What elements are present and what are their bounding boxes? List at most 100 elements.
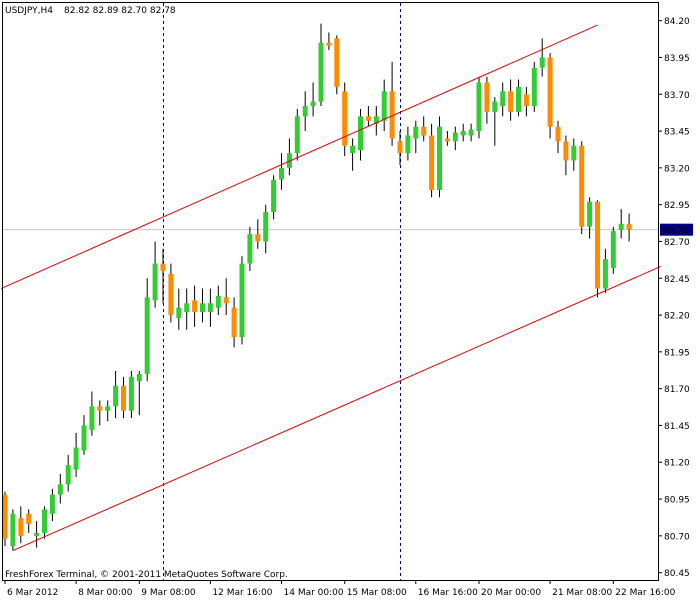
channel-line-upper[interactable]	[0, 24, 598, 290]
candle-61	[484, 76, 490, 124]
current-price-label: 82.78	[663, 226, 689, 236]
price-tick-label: 83.95	[664, 54, 690, 64]
time-tick-label: 16 Mar 16:00	[418, 588, 478, 598]
time-tick-label: 22 Mar 16:00	[615, 588, 675, 598]
candle-body	[318, 42, 324, 102]
candle-21	[168, 263, 174, 323]
candle-body	[49, 494, 55, 514]
candle-body	[516, 86, 521, 112]
candle-body	[618, 223, 624, 230]
candle-28	[223, 278, 229, 316]
candle-64	[508, 79, 514, 121]
candle-body	[476, 82, 482, 132]
price-tick-label: 80.45	[664, 569, 690, 579]
price-tick-label: 81.45	[664, 422, 690, 432]
candle-body	[484, 82, 490, 112]
candle-body	[595, 201, 600, 289]
candle-body	[429, 135, 435, 190]
candle-36	[286, 138, 292, 176]
candle-50	[397, 131, 403, 165]
candle-body	[279, 167, 284, 180]
candle-body	[192, 300, 198, 313]
candle-body	[263, 212, 269, 242]
candle-body	[271, 179, 277, 213]
candle-43	[342, 82, 348, 157]
channel-lines[interactable]	[0, 24, 661, 552]
time-tick-label: 15 Mar 08:00	[347, 588, 407, 598]
candle-70	[555, 120, 561, 154]
candle-body	[81, 425, 87, 451]
candle-33	[263, 204, 269, 254]
price-axis: 84.20 83.95 83.70 83.45 83.20 82.95 82.70 82.45…	[658, 17, 690, 579]
candle-body	[381, 91, 387, 121]
candle-body	[610, 231, 616, 268]
candle-69	[547, 53, 553, 139]
candle-body	[468, 129, 474, 136]
candle-51	[405, 126, 411, 161]
candle-16	[128, 370, 134, 419]
candle-body	[508, 91, 514, 112]
candle-body	[207, 303, 213, 313]
candle-body	[571, 145, 577, 161]
price-tick-label: 80.95	[664, 496, 690, 506]
candle-body	[365, 116, 371, 121]
candle-67	[531, 61, 537, 112]
candle-47	[373, 106, 379, 136]
price-tick-label: 83.20	[664, 164, 690, 174]
candle-body	[247, 234, 253, 264]
time-tick-label: 12 Mar 16:00	[212, 588, 272, 598]
candle-74	[587, 197, 593, 239]
candle-body	[563, 141, 569, 161]
candle-body	[413, 126, 419, 139]
time-tick-label: 20 Mar 00:00	[481, 588, 541, 598]
candle-body	[389, 91, 395, 139]
candle-body	[500, 91, 506, 107]
candle-38	[302, 91, 308, 132]
candle-45	[358, 108, 363, 161]
price-tick-label: 82.45	[664, 275, 690, 285]
candle-body	[57, 484, 63, 495]
candle-body	[523, 94, 529, 107]
candle-body	[200, 303, 205, 313]
candle-22	[176, 288, 182, 330]
candle-23	[184, 288, 190, 330]
candle-15	[121, 376, 126, 419]
candle-body	[444, 138, 450, 142]
candle-72	[571, 138, 577, 171]
candle-body	[421, 126, 427, 136]
candle-68	[539, 38, 545, 77]
current-price-badge	[660, 223, 693, 236]
candle-body	[587, 201, 593, 227]
candles	[2, 23, 632, 551]
candle-6	[49, 488, 55, 522]
candle-body	[397, 141, 403, 154]
time-tick-label: 6 Mar 2012	[7, 588, 58, 598]
channel-line-lower[interactable]	[12, 266, 661, 552]
candle-75	[595, 200, 600, 298]
candle-body	[602, 259, 608, 289]
candle-body	[18, 518, 24, 536]
ohlc-values: 82.82 82.89 82.70 82.78	[64, 6, 176, 16]
candle-62	[492, 97, 498, 146]
time-tick-label: 8 Mar 00:00	[78, 588, 133, 598]
candle-body	[121, 385, 126, 411]
candle-body	[358, 116, 363, 151]
candle-59	[468, 123, 474, 142]
candle-26	[207, 288, 213, 327]
time-tick-label: 14 Mar 00:00	[284, 588, 344, 598]
candle-body	[626, 223, 632, 230]
candle-0	[2, 491, 8, 547]
candle-11	[89, 391, 95, 436]
candle-65	[516, 79, 521, 117]
price-tick-label: 81.20	[664, 459, 690, 469]
candle-body	[73, 447, 79, 470]
axes	[2, 2, 659, 581]
candle-34	[271, 175, 277, 220]
candle-48	[381, 79, 387, 132]
candle-3	[26, 509, 32, 533]
candle-body	[136, 373, 142, 382]
candle-body	[168, 273, 174, 316]
candle-body	[42, 509, 47, 533]
candle-18	[144, 278, 150, 382]
